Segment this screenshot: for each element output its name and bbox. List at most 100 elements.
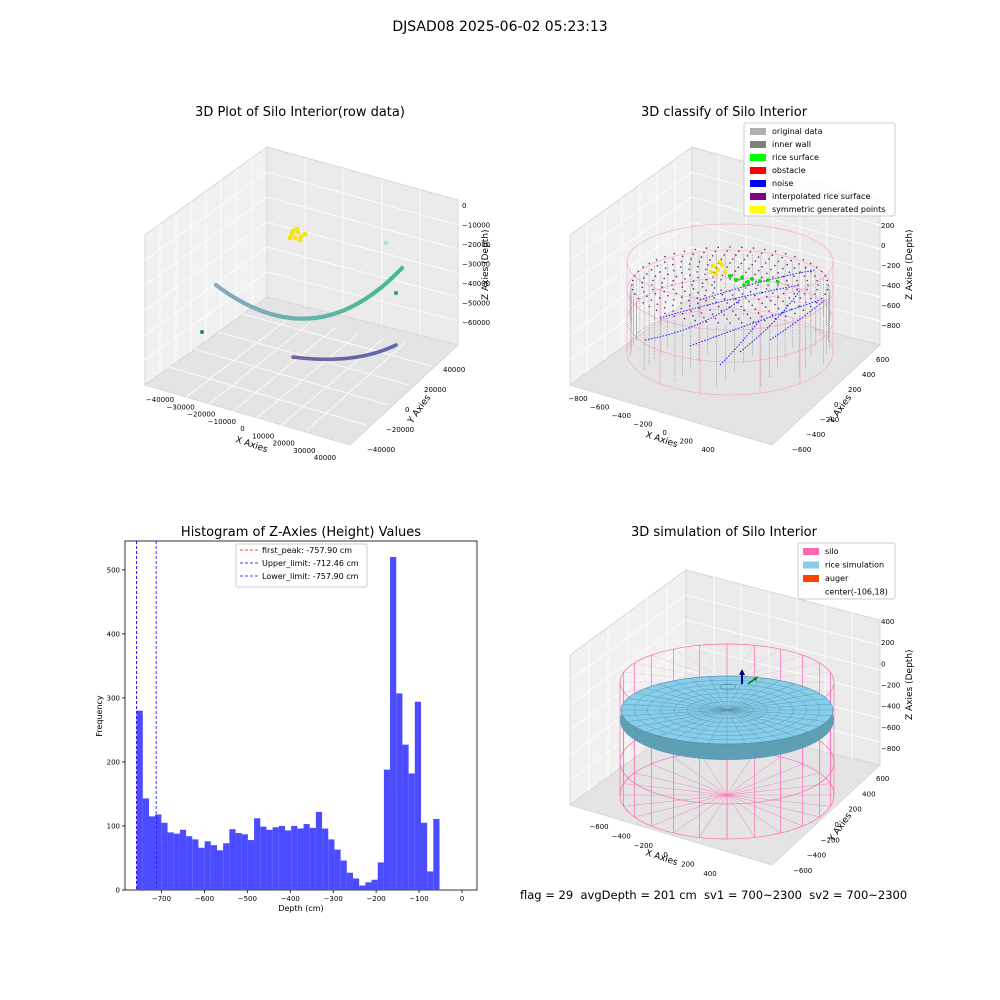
panel-classify-interp-point (680, 266, 682, 268)
panel-classify-interp-point (816, 279, 818, 282)
panel-histogram: Histogram of Z-Axies (Height) Values −70… (95, 525, 478, 913)
panel-classify-interp-point (703, 316, 705, 319)
panel-classify-interp-point (697, 291, 699, 294)
panel-classify-interp-point (772, 276, 774, 278)
histogram-bar (155, 814, 162, 890)
panel-raw-xtick: 20000 (273, 440, 295, 448)
panel-raw-ztick: −40000 (462, 280, 490, 288)
histogram-xtick-label: −500 (238, 895, 257, 903)
panel-classify-interp-point (663, 307, 666, 309)
panel-classify-interp-point (799, 297, 802, 299)
panel-classify-interp-point (782, 267, 784, 270)
panel-classify-interp-point (694, 319, 696, 322)
panel-classify-interp-point (664, 255, 666, 258)
panel-classify-legend-label: noise (772, 179, 793, 188)
panel-simulation-xtick: 200 (681, 861, 694, 869)
panel-classify-ytick: 600 (876, 356, 889, 364)
panel-raw-ztick: −60000 (462, 319, 490, 327)
panel-classify-legend-label: rice surface (772, 153, 819, 162)
panel-classify-interp-point (692, 253, 694, 255)
panel-classify-interp-point (667, 273, 669, 276)
panel-classify-interp-point (798, 263, 800, 265)
panel-classify-interp-point (681, 255, 684, 258)
panel-classify-interp-point (820, 297, 823, 300)
panel-classify-interp-point (754, 294, 756, 297)
histogram-bar (216, 850, 224, 890)
panel-classify-interp-point (746, 313, 749, 316)
panel-classify-interp-point (683, 250, 686, 253)
panel-classify-interp-point (713, 281, 716, 283)
panel-classify-interp-point (749, 317, 752, 319)
panel-classify-interp-point (760, 252, 763, 255)
panel-classify-interp-point (681, 296, 683, 299)
panel-classify-interp-point (713, 296, 715, 299)
panel-classify-interp-point (814, 293, 816, 295)
panel-raw-ytick: −20000 (386, 426, 414, 434)
panel-classify-interp-point (643, 291, 645, 293)
panel-classify-interp-point (793, 267, 796, 269)
panel-classify-interp-point (752, 247, 755, 249)
panel-classify-interp-point (751, 304, 753, 307)
panel-classify-interp-point (690, 310, 692, 312)
panel-raw-xticks: −40000−30000−20000−10000 0 100002000030000… (146, 396, 336, 462)
panel-classify-interp-point (672, 310, 674, 312)
histogram-bar (303, 824, 310, 890)
panel-simulation-legend: silo rice simulation auger center(-106,18) (797, 542, 896, 600)
panel-classify-interp-point (672, 298, 675, 301)
panel-classify-interp-point (790, 259, 792, 262)
histogram-bar (167, 832, 174, 890)
panel-classify-interp-point (698, 307, 701, 310)
panel-classify-interp-point (764, 319, 766, 322)
panel-simulation-ylabel: Y Axies (827, 811, 855, 844)
histogram-bar (390, 557, 397, 890)
panel-classify-interp-point (671, 284, 673, 286)
panel-classify-interp-point (705, 247, 708, 249)
panel-classify-interp-point (681, 286, 684, 288)
panel-classify-interp-point (675, 292, 678, 295)
panel-classify-interp-point (787, 284, 789, 286)
panel-simulation-legend-swatch (803, 575, 819, 582)
panel-classify-ylabel: Y Axies (827, 393, 855, 426)
histogram-xtick-label: −200 (367, 895, 386, 903)
panel-raw-xtick: −40000 (146, 396, 174, 404)
panel-classify-ztick: −200 (881, 262, 900, 270)
panel-classify-interp-point (651, 284, 653, 286)
panel-classify-interp-point (648, 305, 651, 308)
panel-classify-interp-point (713, 287, 716, 289)
panel-classify-interp-point (675, 275, 678, 278)
panel-classify-legend-label: inner wall (772, 140, 811, 149)
panel-classify-interp-point (655, 259, 658, 261)
panel-classify-interp-point (661, 282, 663, 284)
panel-classify-interp-point (760, 315, 763, 318)
panel-classify-interp-point (717, 305, 720, 308)
panel-classify-interp-point (744, 287, 747, 289)
panel-classify-xtick: 200 (680, 438, 693, 446)
histogram-bar (334, 849, 341, 890)
panel-classify-interp-point (809, 262, 812, 265)
panel-classify-interp-point (664, 267, 667, 269)
panel-classify-interp-point (681, 312, 684, 315)
panel-raw-ztick: −10000 (462, 222, 490, 230)
panel-classify-interp-point (729, 322, 731, 324)
panel-classify-interp-point (764, 248, 766, 251)
panel-classify-interp-point (803, 275, 806, 278)
histogram-ylabel: Frequency (95, 695, 104, 737)
panel-classify-interp-point (709, 259, 711, 261)
panel-classify-interp-point (774, 250, 777, 253)
panel-simulation-title: 3D simulation of Silo Interior (631, 525, 818, 540)
panel-classify-interp-point (688, 299, 690, 302)
panel-classify-floor-pane (568, 296, 882, 446)
panel-raw-xtick: −20000 (187, 411, 215, 419)
panel-classify-interp-point (777, 284, 779, 286)
panel-classify-interp-point (757, 312, 760, 314)
panel-raw-xtick: −30000 (167, 403, 195, 411)
panel-classify-interp-point (729, 262, 731, 264)
panel-classify-interp-point (781, 256, 783, 259)
panel-classify-interp-point (738, 250, 740, 252)
histogram-xtick-label: −300 (324, 895, 343, 903)
panel-classify-interp-point (673, 315, 676, 318)
histogram-reference-lines (136, 541, 157, 890)
panel-classify-interp-point (784, 315, 787, 318)
panel-classify-interp-point (786, 263, 788, 266)
panel-classify-legend-swatch (750, 167, 766, 174)
